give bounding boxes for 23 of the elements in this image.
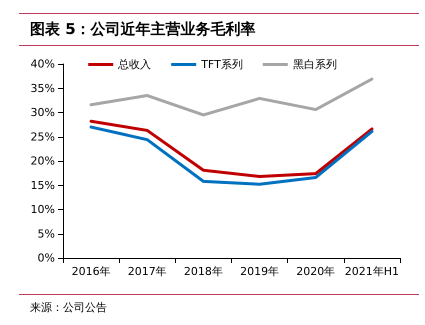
x-tick-label: 2017年 [128,265,167,278]
y-tick-label: 40% [30,58,55,70]
y-tick-label: 10% [30,203,55,216]
y-tick-label: 30% [30,106,55,119]
y-tick-label: 25% [30,130,55,144]
legend-label: 黑白系列 [292,58,337,71]
line-series [90,78,374,116]
chart-title: 图表 5：公司近年主营业务毛利率 [30,20,256,39]
x-tick-label: 2020年 [296,265,336,278]
y-tick-label: 5% [38,227,55,240]
x-tick-label: 2016年 [72,265,111,278]
line-series [90,120,374,178]
legend-label: 总收入 [117,58,152,71]
y-tick-label: 20% [30,154,55,168]
x-tick-label: 2019年 [240,265,280,278]
x-tick-label: 2021年H1 [344,265,400,278]
legend-label: TFT系列 [200,58,243,71]
y-tick-label: 0% [38,252,55,264]
y-tick-label: 35% [30,82,55,95]
source-note: 来源：公司公告 [30,300,107,315]
line-series [90,126,374,186]
x-tick-label: 2018年 [184,265,223,278]
y-tick-label: 15% [30,178,55,192]
